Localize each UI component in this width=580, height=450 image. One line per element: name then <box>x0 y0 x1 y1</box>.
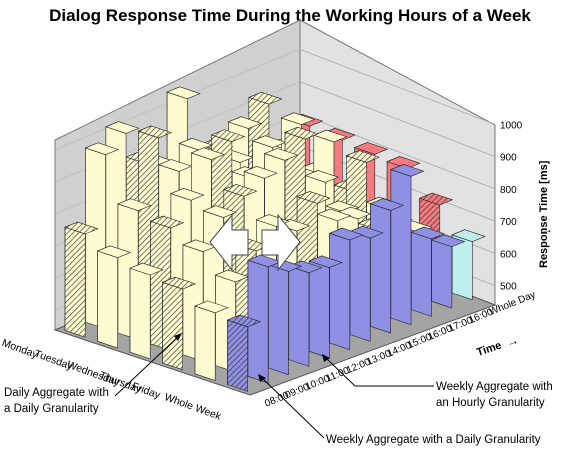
bar-face-top <box>190 147 225 160</box>
bar-face-top <box>170 188 205 201</box>
bar-thursday-1 <box>182 239 217 362</box>
bar-thursday-0 <box>161 276 197 371</box>
bar-whole-week-10 <box>430 234 466 309</box>
annotation-daily-arrowhead <box>174 333 182 341</box>
bar-monday-0 <box>64 221 99 338</box>
z-axis-ticks: 500 600 700 800 900 1000 <box>500 120 523 292</box>
bar-face-front <box>308 260 330 359</box>
chart-title: Dialog Response Time During the Working … <box>49 6 531 25</box>
bar-face-top <box>410 226 445 240</box>
bar-face-top <box>243 166 278 179</box>
z-tick-label: 800 <box>500 185 517 196</box>
z-tick-label: 500 <box>500 282 517 293</box>
bar-face-front <box>194 305 216 381</box>
bar-wednesday-0 <box>129 262 164 360</box>
bar-face-top <box>202 205 238 218</box>
bar-face-front <box>268 264 289 376</box>
bar-face-top <box>451 229 486 242</box>
annotation-weekly-hourly-leader2 <box>325 357 356 387</box>
bar-face-front <box>329 232 351 351</box>
arrow-right <box>261 213 301 272</box>
bar-face-front <box>431 239 453 309</box>
bar-face-top <box>284 126 319 140</box>
annotation-weekly-hourly-line1: Weekly Aggregate with <box>436 381 553 393</box>
bar-whole-week-9 <box>410 226 445 317</box>
bar-face-top <box>296 191 331 204</box>
bar-face-top <box>64 221 99 235</box>
bar-face-top <box>316 208 352 222</box>
bar-face-top <box>312 129 348 143</box>
bar-face-top <box>247 91 283 105</box>
bar-face-front <box>227 319 249 392</box>
gridline <box>299 81 496 157</box>
bar-whole-week-3 <box>287 260 323 367</box>
bar-face-top <box>430 234 466 248</box>
bar-face-front <box>349 230 371 342</box>
bar-tuesday-0 <box>96 245 132 349</box>
bar-face-front <box>390 169 412 326</box>
bar-face-top <box>263 148 299 161</box>
bar-face-top <box>227 116 263 129</box>
bar-whole-week-6 <box>349 225 384 342</box>
annotation-weekly-daily-arrowhead <box>258 374 266 382</box>
bar-face-top <box>390 164 425 177</box>
bar-face-top <box>149 215 185 229</box>
gridline <box>299 48 496 125</box>
gridline <box>299 113 496 190</box>
bar-face-front <box>411 231 432 317</box>
bars <box>64 86 486 392</box>
bar-whole-week-2 <box>267 259 303 376</box>
bar-face-top <box>84 142 120 155</box>
x-axis-label: Time <box>475 340 503 359</box>
z-tick-label: 700 <box>500 217 517 228</box>
annotation-weekly-hourly-line2: an Hourly Granularity <box>436 397 545 409</box>
bar-face-top <box>96 245 132 259</box>
bar-face-top <box>161 276 197 290</box>
annotation-weekly-daily-leader <box>261 377 325 439</box>
annotation-weekly-daily: Weekly Aggregate with a Daily Granularit… <box>326 434 541 446</box>
z-tick-label: 900 <box>500 153 517 164</box>
bar-face-top <box>166 86 201 100</box>
annotation-daily-aggregate-line2: a Daily Granularity <box>4 403 99 415</box>
bar-face-front <box>288 265 310 367</box>
z-axis-arrow: → <box>541 222 553 236</box>
bar-friday-0 <box>194 300 229 381</box>
bar-face-top <box>349 225 384 239</box>
bar-whole-week-0 <box>226 314 262 392</box>
bar-face-top <box>105 121 140 134</box>
bar-face-top <box>210 129 246 142</box>
z-tick-label: 600 <box>500 249 517 260</box>
annotation-weekly-hourly-arrowhead <box>322 354 330 362</box>
bar-face-front <box>97 250 119 349</box>
day-label: Whole Week <box>163 391 224 423</box>
bar-face-top <box>345 150 380 163</box>
annotation-daily-leader <box>114 334 181 397</box>
bar-face-top <box>280 112 315 125</box>
bar-face-top <box>304 170 340 183</box>
bar-face-top <box>194 300 229 314</box>
bar-face-top <box>369 198 405 211</box>
day-label: Friday <box>130 380 162 402</box>
bar-face-top <box>117 198 152 211</box>
z-tick-label: 1000 <box>500 120 523 131</box>
bar-face-top <box>418 192 454 206</box>
x-axis-arrow: → <box>505 333 521 350</box>
z-axis-label: Response Time [ms] <box>538 160 550 268</box>
arrow-left <box>209 213 249 272</box>
bar-face-top <box>287 260 323 274</box>
bar-face-top <box>353 142 389 155</box>
annotation-daily-aggregate-line1: Daily Aggregate with <box>4 387 109 399</box>
bar-face-front <box>370 203 391 334</box>
bar-face-front <box>162 281 184 371</box>
bar-face-front <box>129 267 151 360</box>
bar-face-top <box>137 125 173 139</box>
bar-face-top <box>308 255 343 269</box>
bar-face-top <box>222 184 258 197</box>
bar-face-top <box>328 227 364 241</box>
bar-face-top <box>226 314 262 328</box>
bar-face-front <box>64 226 86 338</box>
bar-face-top <box>129 262 164 276</box>
